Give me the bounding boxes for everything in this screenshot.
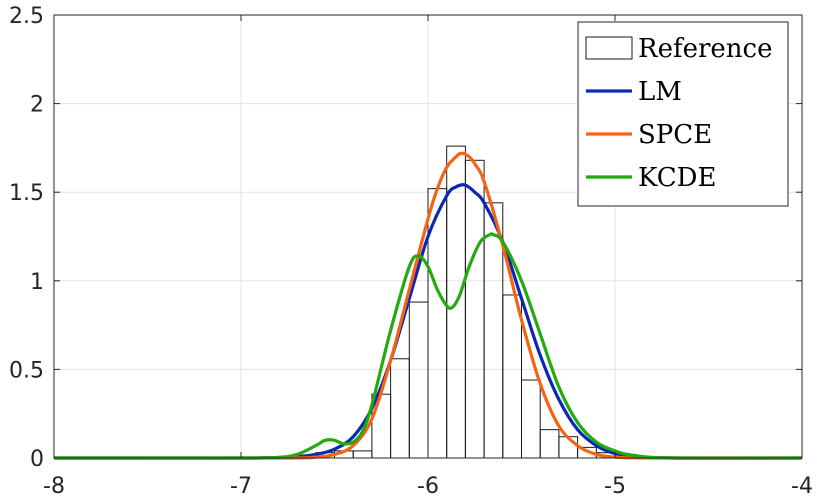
x-axis: -8 -7 -6 -5 -4 <box>43 15 813 499</box>
x-tick-label: -8 <box>43 474 65 499</box>
legend: Reference LM SPCE KCDE <box>577 21 789 207</box>
legend-label: Reference <box>638 34 772 64</box>
y-tick-label: 1 <box>30 270 44 295</box>
legend-label: LM <box>638 77 682 107</box>
y-tick-label: 1.5 <box>9 181 44 206</box>
series-line-spce <box>53 151 803 460</box>
histogram-bar <box>558 436 579 459</box>
y-tick-label: 2 <box>30 93 44 118</box>
histogram-bar <box>352 450 373 459</box>
histogram-bar <box>464 159 485 459</box>
legend-swatch-reference <box>585 36 633 60</box>
y-tick-label: 0 <box>30 447 44 472</box>
x-tick-label: -5 <box>604 474 626 499</box>
legend-label: KCDE <box>638 163 716 193</box>
histogram-bar <box>502 294 522 459</box>
density-curves <box>53 151 803 460</box>
histogram-bar <box>539 429 560 459</box>
histogram-bar <box>390 358 410 459</box>
histogram-bar <box>408 301 429 459</box>
y-tick-label: 0.5 <box>9 358 44 383</box>
histogram-bar <box>521 379 541 459</box>
series-line-kcde <box>53 232 803 460</box>
x-tick-label: -7 <box>230 474 252 499</box>
x-tick-label: -6 <box>417 474 439 499</box>
legend-label: SPCE <box>638 120 712 150</box>
y-axis: 0 0.5 1 1.5 2 2.5 <box>9 4 802 472</box>
y-tick-label: 2.5 <box>9 4 44 29</box>
x-tick-label: -4 <box>791 474 813 499</box>
legend-box <box>577 21 789 207</box>
